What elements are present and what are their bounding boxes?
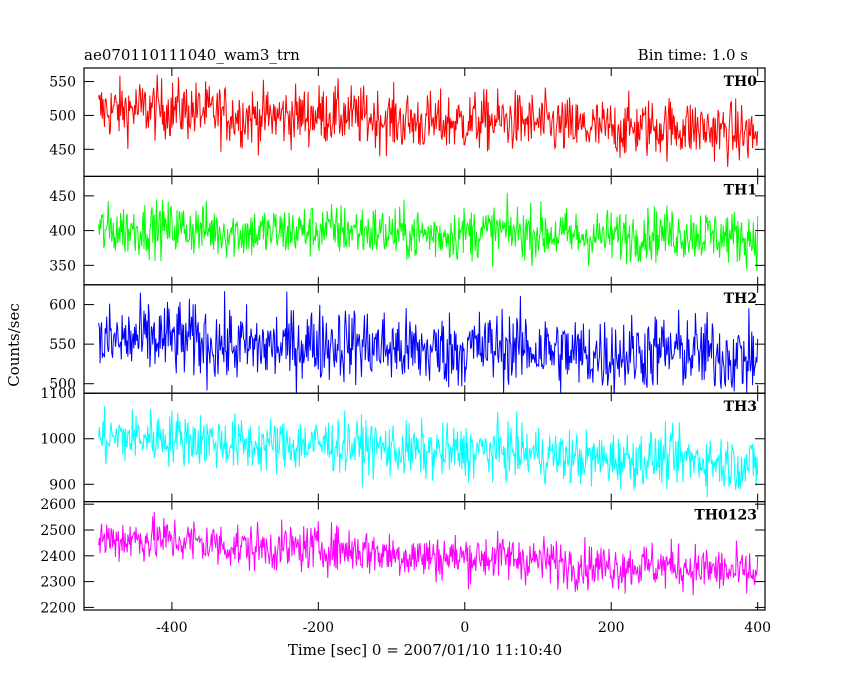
y-tick-label: 2300 [40,575,76,591]
series-line-th1 [98,192,759,271]
x-tick-label: 400 [744,620,771,636]
bin-time-label: Bin time: 1.0 s [638,46,748,64]
series-label-th2: TH2 [724,291,757,307]
chart-title: ae070110111040_wam3_trn [84,46,300,64]
y-axis-label: Counts/sec [5,303,23,387]
series-label-th0123: TH0123 [694,508,757,524]
y-tick-label: 2600 [40,497,76,513]
y-tick-label: 2500 [40,523,76,539]
series-line-th2 [98,291,759,394]
y-tick-label: 450 [49,189,76,205]
y-tick-label: 1000 [40,432,76,448]
x-tick-label: -200 [303,620,334,636]
y-tick-label: 500 [49,108,76,124]
panel-th1: 350 400 450 TH1 [49,175,766,286]
series-line-th0 [98,74,759,167]
y-tick-label: 2400 [40,549,76,565]
y-tick-label: 550 [49,337,76,353]
y-tick-label: 450 [49,142,76,158]
series-label-th3: TH3 [724,399,757,415]
series-label-th1: TH1 [724,182,757,198]
y-tick-label: 600 [49,298,76,314]
y-tick-label: 1100 [40,386,76,402]
y-tick-label: 900 [49,477,76,493]
panels-group: 450 500 550 TH0 350 400 450 TH1 500 550 600 TH2 900 1… [40,67,766,616]
series-label-th0: TH0 [724,74,758,90]
x-axis-ticks: -400 -200 0 200 400 [156,620,771,636]
y-tick-label: 2200 [40,600,76,616]
panel-th2: 500 550 600 TH2 [49,284,766,394]
x-tick-label: 200 [598,620,625,636]
y-tick-label: 500 [49,377,76,393]
panel-th0: 450 500 550 TH0 [49,67,766,178]
panel-th3: 900 1000 1100 TH3 [40,386,766,503]
panel-th0123: 2200 2300 2400 2500 2600 TH0123 [40,497,766,616]
series-line-th0123 [98,511,759,596]
x-tick-label: 0 [460,620,469,636]
y-tick-label: 550 [49,75,76,91]
x-tick-label: -400 [156,620,187,636]
series-line-th3 [98,406,759,498]
x-axis-label: Time [sec] 0 = 2007/01/10 11:10:40 [288,641,562,659]
y-tick-label: 400 [49,224,76,240]
panel-frame [83,67,766,178]
y-tick-label: 350 [49,258,76,274]
